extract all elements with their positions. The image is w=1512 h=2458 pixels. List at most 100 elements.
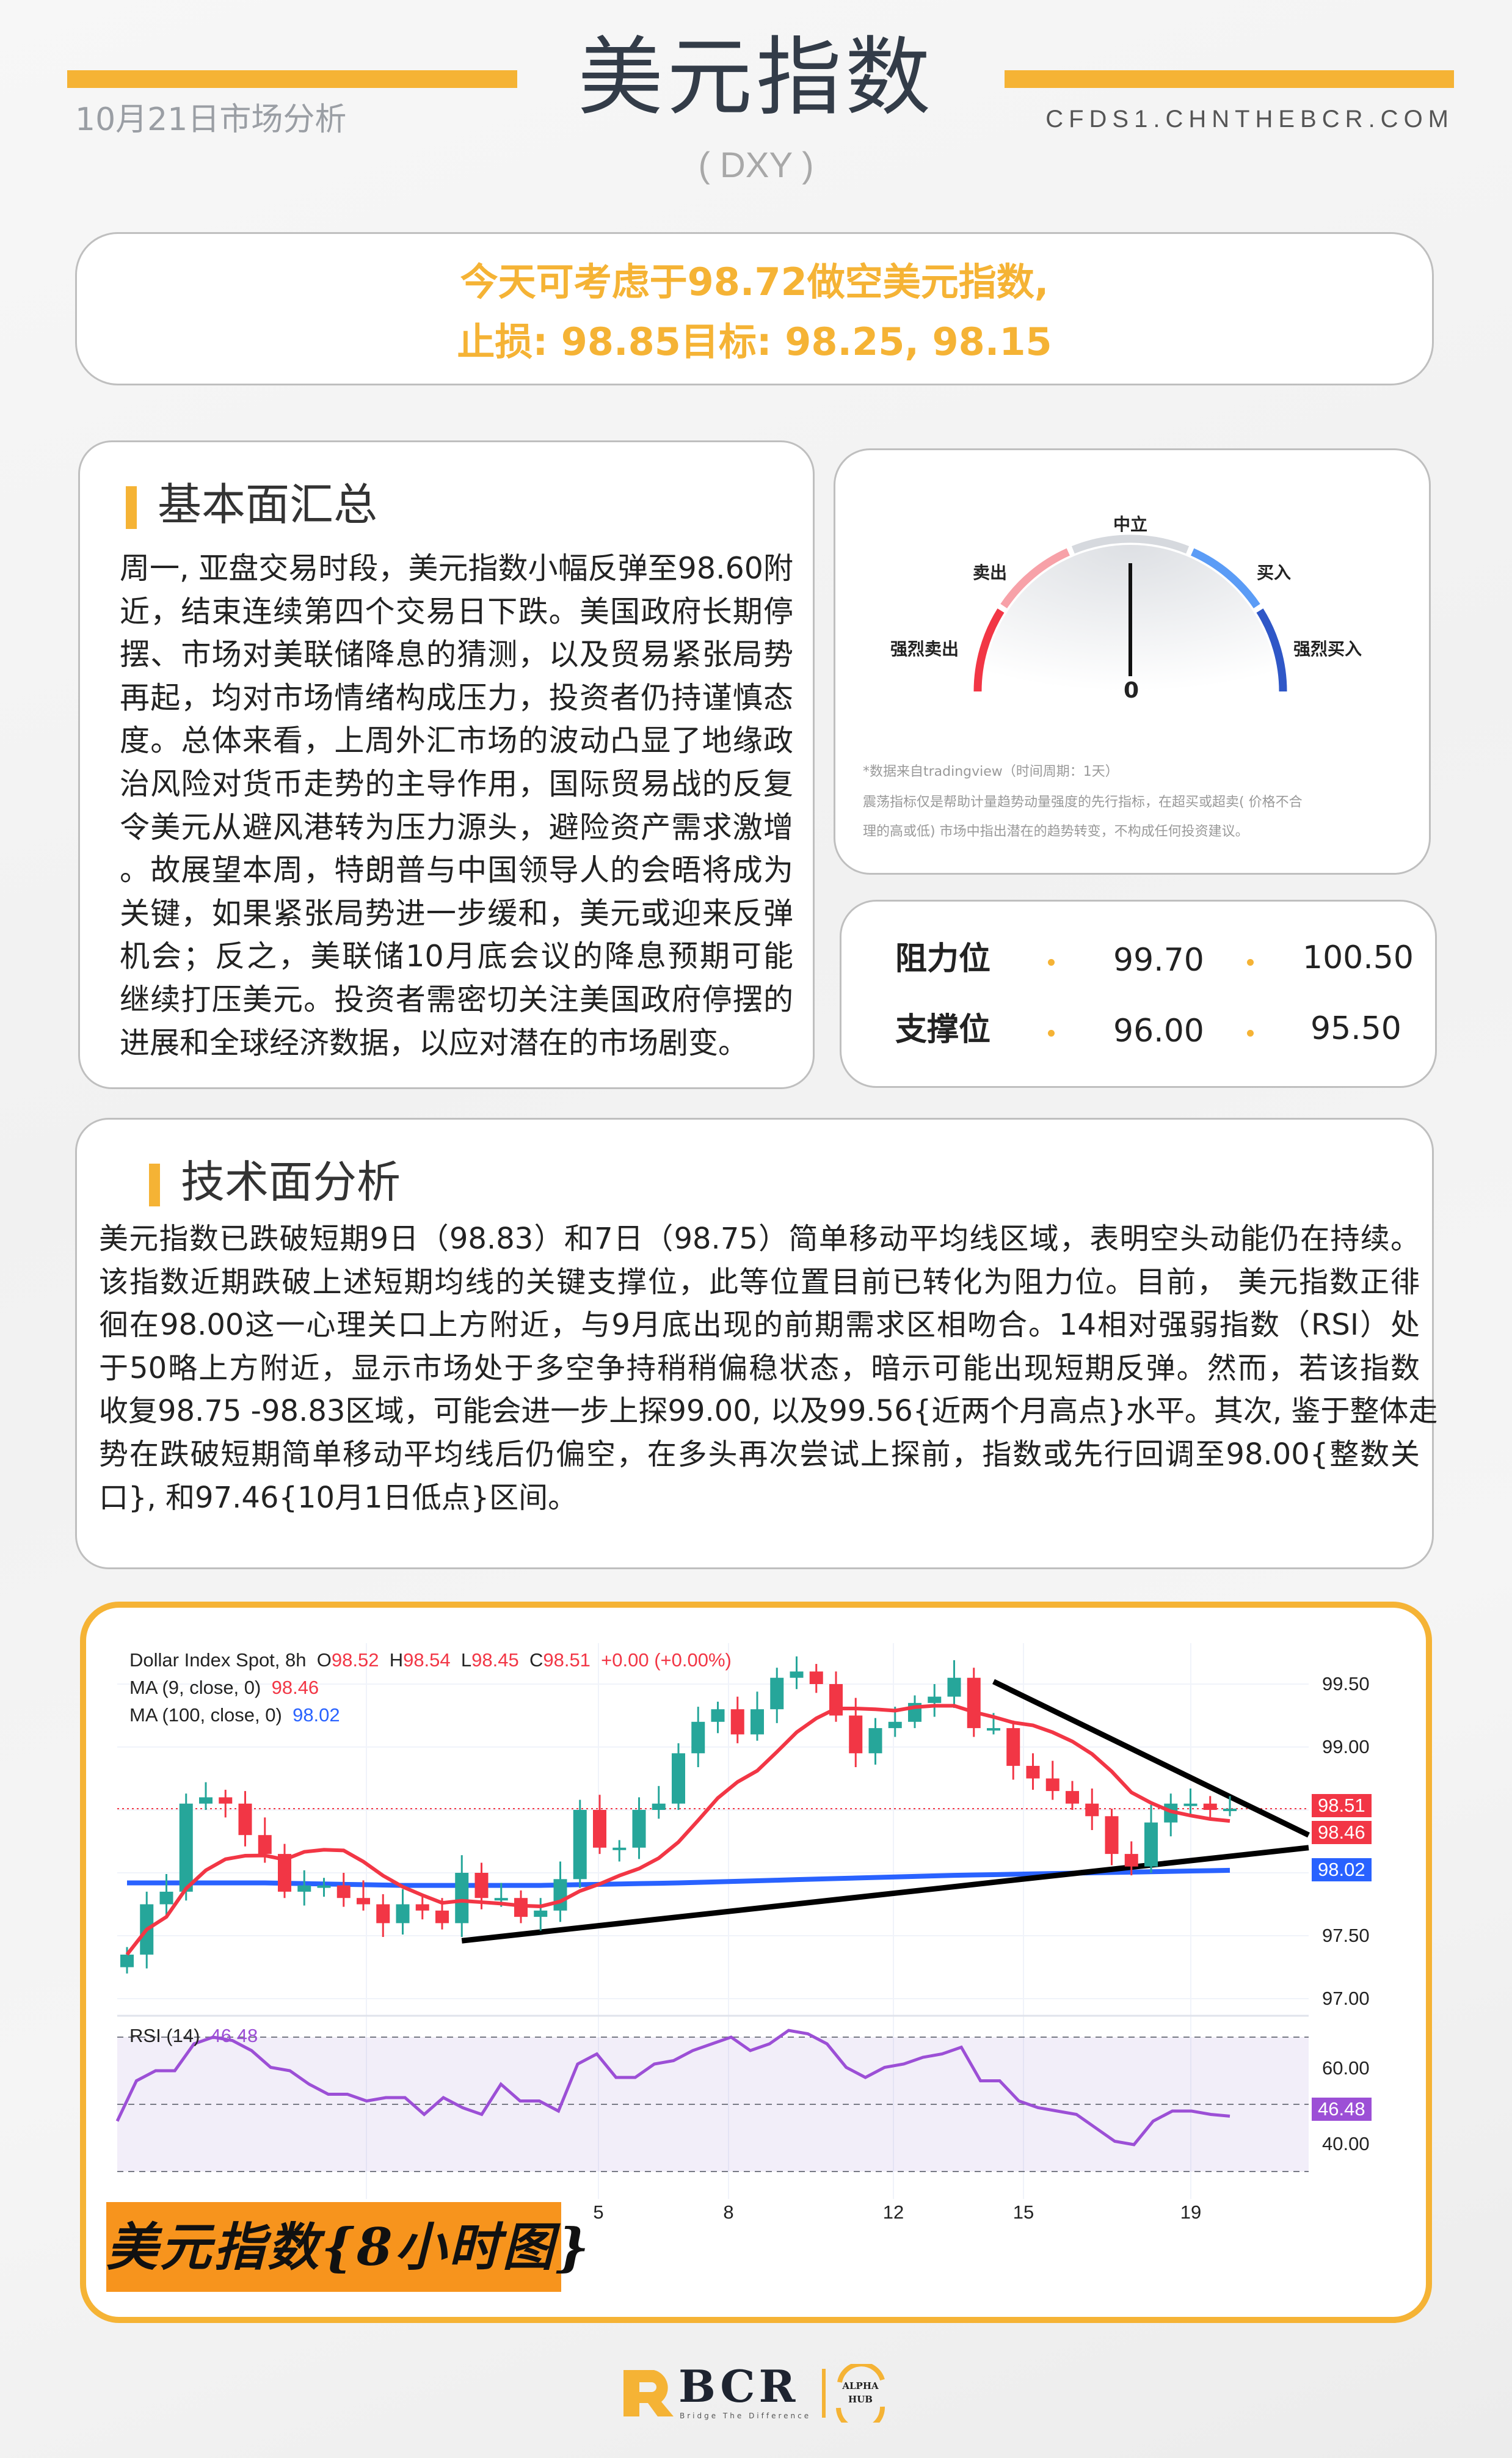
candle-down (1085, 1803, 1099, 1817)
candle-up (928, 1696, 942, 1703)
candle-down (1026, 1765, 1040, 1779)
candle-up (1223, 1808, 1237, 1811)
text-line: 势在跌破短期简单移动平均线后仍偏空，在多头再次尝试上探前，指数或先行回调至98.… (99, 1437, 1420, 1472)
legend-change: +0.00 (+0.00%) (601, 1649, 732, 1671)
time-axis-tick: 5 (593, 2201, 604, 2223)
levels-card: 阻力位 99.70 100.50 支撑位 96.00 95.50 (840, 900, 1437, 1088)
candle-up (632, 1810, 646, 1848)
gauge-arc-neutral (1071, 534, 1190, 554)
text-line: 。故展望本周，特朗普与中国领导人的会晤将成为 (120, 853, 793, 888)
date-label: 10月21日市场分析 (75, 101, 347, 138)
technical-card: 技术面分析 美元指数已跌破短期9日（98.83）和7日（98.75）简单移动平均… (75, 1118, 1438, 1569)
gauge-label-strong-sell: 强烈卖出 (890, 639, 959, 659)
text-line: 进展和全球经济数据，以应对潜在的市场剧变。 (120, 1025, 749, 1060)
price-tag: 98.51 (1312, 1793, 1372, 1817)
bullet-dot (1048, 959, 1055, 966)
badge-line-2: HUB (848, 2394, 873, 2405)
candle-down (238, 1803, 252, 1836)
bcr-logo: BCR Bridge The Difference ALPHA HUB (623, 2363, 892, 2424)
chart-legend-ma100: MA (100, close, 0) 98.02 (129, 1704, 340, 1726)
candle-up (1183, 1803, 1198, 1806)
candle-up (396, 1904, 410, 1924)
bullet-dot (1048, 1030, 1055, 1037)
site-url[interactable]: CFDS1.CHNTHEBCR.COM (1045, 106, 1454, 133)
candle-up (947, 1677, 961, 1697)
candle-down (1105, 1816, 1119, 1854)
candle-down (336, 1885, 351, 1898)
resistance-1: 99.70 (1113, 942, 1204, 979)
heading-text: 技术面分析 (181, 1156, 401, 1208)
legend-o-label: O (316, 1649, 332, 1671)
text-line: 口}, 和97.46{10月1日低点}区间。 (99, 1480, 578, 1515)
gauge-note-disclaimer-2: 理的高或低) 市场中指出潜在的趋势转变，不构成任何投资建议。 (863, 824, 1249, 839)
legend-h-label: H (389, 1649, 404, 1671)
header-bar-right (1005, 70, 1454, 88)
text-line: 收复98.75 -98.83区域，可能会进一步上探99.00, 以及99.56{… (99, 1394, 1438, 1429)
rsi-tag: 46.48 (1312, 2098, 1372, 2121)
technical-heading: 技术面分析 (149, 1156, 401, 1208)
sentiment-gauge-card: 中立 卖出 买入 强烈卖出 强烈买入 0 (834, 448, 1431, 875)
candle-down (809, 1671, 823, 1684)
ma100-value: 98.02 (293, 1704, 340, 1726)
text-line: 于50略上方附近，显示市场处于多空争持稍稍偏稳状态，暗示可能出现短期反弹。然而，… (99, 1351, 1420, 1385)
price-tag: 98.46 (1312, 1820, 1372, 1844)
heading-marker (126, 486, 137, 530)
text-line: 近，结束连续第四个交易日下跌。美国政府长期停 (120, 594, 793, 629)
candle-down (1124, 1854, 1138, 1867)
candle-up (1144, 1822, 1158, 1867)
legend-close: 98.51 (543, 1649, 591, 1671)
support-2: 95.50 (1310, 1010, 1401, 1047)
candle-down (415, 1904, 429, 1911)
legend-symbol: Dollar Index Spot, 8h (129, 1649, 307, 1671)
time-axis-tick: 8 (723, 2201, 734, 2223)
price-axis-tick: 99.50 (1322, 1673, 1370, 1694)
ma100-label: MA (100, close, 0) (129, 1704, 282, 1726)
time-axis-tick: 15 (1012, 2201, 1034, 2223)
text-line: 美元指数已跌破短期9日（98.83）和7日（98.75）简单移动平均线区域，表明… (99, 1222, 1420, 1256)
text-line: 令美元从避风港转为压力源头，避险资产需求激增 (120, 809, 793, 845)
gauge-label-neutral: 中立 (1113, 514, 1148, 534)
candle-up (652, 1803, 666, 1810)
text-line: 徊在98.00这一心理关口上方附近，与9月底出现的前期需求区相吻合。14相对强弱… (99, 1308, 1420, 1343)
price-axis-tick: 97.00 (1322, 1988, 1370, 2009)
alpha-hub-ring-icon (836, 2364, 885, 2423)
price-axis-tick: 97.50 (1322, 1925, 1370, 1946)
candle-up (868, 1728, 882, 1754)
candle-up (672, 1753, 685, 1804)
gauge-arc-sell (1000, 548, 1070, 608)
signal-line-2: 止损: 98.85目标: 98.25, 98.15 (457, 319, 1052, 364)
text-line: 机会；反之，美联储10月底会议的降息预期可能 (120, 939, 793, 974)
bullet-dot (1247, 959, 1254, 966)
candle-down (219, 1797, 233, 1804)
text-line: 治风险对货币走势的主导作用，国际贸易战的反复 (120, 766, 793, 801)
candle-up (179, 1803, 193, 1892)
candle-down (593, 1810, 606, 1848)
price-tag: 98.02 (1312, 1858, 1372, 1881)
logo-divider (822, 2369, 826, 2418)
gauge-arc-buy (1191, 548, 1260, 608)
candle-up (534, 1910, 548, 1917)
price-axis-tick: 99.00 (1322, 1736, 1370, 1757)
candle-up (790, 1671, 804, 1678)
candle-up (691, 1721, 705, 1754)
gauge-arc-strong-sell (973, 608, 1005, 692)
candle-up (711, 1709, 725, 1722)
text-line: 度。总体来看，上周外汇市场的波动凸显了地缘政 (120, 723, 793, 759)
fundamentals-card: 基本面汇总 周一, 亚盘交易时段，美元指数小幅反弹至98.60附 近，结束连续第四… (78, 440, 815, 1089)
gauge-note-disclaimer-1: 震荡指标仅是帮助计量趋势动量强度的先行指标，在超买或超卖( 价格不合 (863, 795, 1303, 810)
logo-tagline: Bridge The Difference (680, 2412, 812, 2420)
candle-down (730, 1709, 744, 1735)
candle-up (553, 1879, 567, 1911)
bullet-dot (1247, 1030, 1254, 1037)
trade-signal-card: 今天可考虑于98.72做空美元指数, 止损: 98.85目标: 98.25, 9… (75, 232, 1434, 385)
heading-marker (149, 1164, 160, 1207)
candle-up (297, 1885, 311, 1892)
page-subtitle: ( DXY ) (698, 145, 814, 185)
rsi-line (115, 2029, 1230, 2146)
candle-up (573, 1810, 587, 1880)
text-line: 再起，均对市场情绪构成压力，投资者仍持谨慎态 (120, 680, 793, 715)
signal-line-1: 今天可考虑于98.72做空美元指数, (460, 260, 1049, 304)
support-1: 96.00 (1113, 1013, 1204, 1049)
candle-up (159, 1891, 173, 1905)
